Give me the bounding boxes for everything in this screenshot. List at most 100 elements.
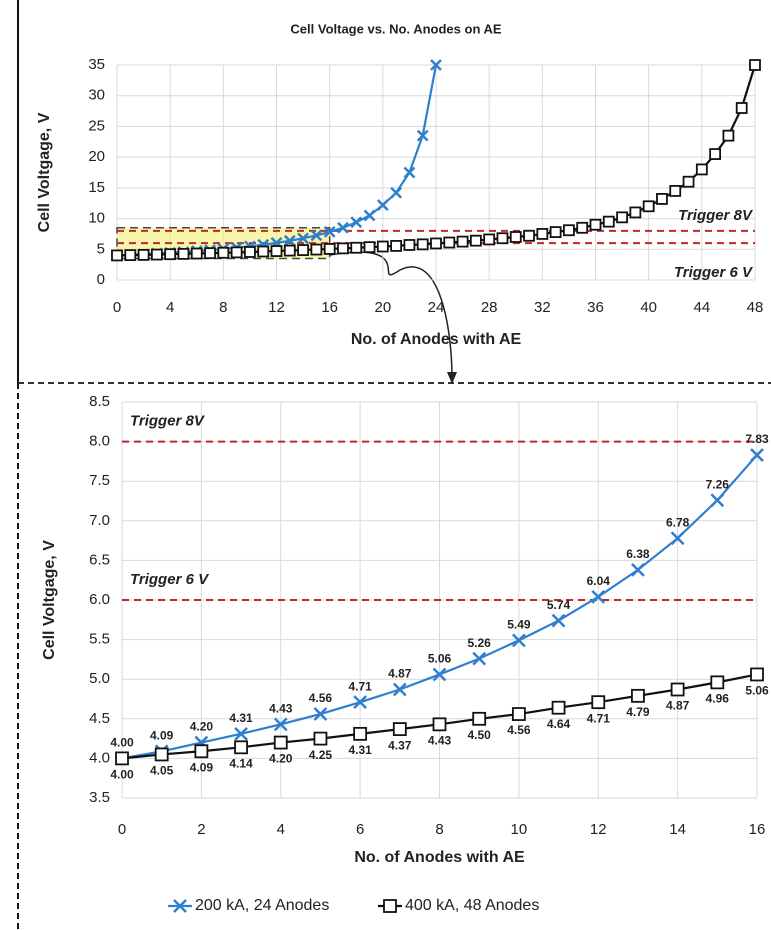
marker [591,695,606,710]
marker [337,242,349,255]
marker [591,589,606,604]
reference-label: Trigger 8V [130,413,206,430]
marker [383,899,397,913]
marker [313,707,328,721]
marker [376,199,389,211]
marker [323,243,336,255]
x-tick-label: 8 [219,299,227,316]
data-label: 6.04 [587,574,611,588]
marker [750,448,764,462]
data-label: 5.74 [547,598,571,612]
marker [416,129,429,142]
marker [190,247,203,260]
zoom-arrow [329,251,453,379]
data-label: 4.14 [229,756,253,770]
data-label: 4.31 [229,711,253,725]
x-tick-label: 32 [534,299,551,316]
marker [670,682,685,697]
x-tick-label: 16 [321,299,338,316]
y-tick-label: 8.5 [89,393,110,410]
marker [297,244,309,256]
y-tick-label: 10 [88,210,105,227]
y-tick-label: 35 [88,56,105,73]
marker [403,166,416,179]
y-tick-label: 0 [97,271,105,288]
marker [230,246,243,259]
x-tick-label: 48 [747,299,764,316]
marker [150,248,163,261]
data-label: 5.06 [428,652,452,666]
y-tick-label: 15 [88,179,105,196]
marker [669,185,682,197]
legend-label: 400 kA, 48 Anodes [405,897,539,914]
marker [551,700,566,715]
marker [323,226,336,238]
marker [270,245,283,257]
x-axis-label: No. of Anodes with AE [351,331,522,348]
marker [217,246,230,259]
marker [589,218,602,231]
marker [283,234,296,247]
data-label: 4.20 [190,720,214,734]
marker [682,175,695,188]
x-tick-label: 4 [277,821,285,838]
x-tick-label: 8 [435,821,443,838]
data-label: 5.49 [507,618,531,632]
marker [511,633,526,648]
y-axis-label: Cell Voltgage, V [36,112,53,232]
marker [164,248,177,261]
y-tick-label: 5.0 [89,670,110,687]
marker [656,193,668,205]
x-tick-label: 0 [118,821,126,838]
marker [642,200,655,213]
data-label: 4.43 [428,734,452,748]
data-label: 4.50 [468,728,492,742]
y-tick-label: 30 [88,87,105,104]
marker [456,235,469,248]
data-label: 4.05 [150,764,174,778]
marker [710,675,725,690]
marker [310,229,323,242]
marker [363,209,376,222]
marker [749,59,761,71]
data-label: 4.20 [269,752,293,766]
x-axis-label: No. of Anodes with AE [354,849,525,866]
y-tick-label: 6.0 [89,591,110,608]
marker [350,241,363,254]
marker [124,249,137,262]
marker [244,246,256,258]
marker [483,233,496,246]
marker [443,236,456,249]
y-tick-label: 8.0 [89,433,110,450]
marker [511,707,526,721]
y-tick-label: 4.5 [89,710,110,727]
marker [350,216,363,229]
marker [204,247,216,260]
x-tick-label: 44 [693,299,710,316]
marker [722,129,735,142]
data-label: 4.00 [110,768,134,782]
marker [403,239,416,251]
data-label: 6.38 [626,547,650,561]
marker [695,163,708,176]
x-tick-label: 0 [113,299,121,316]
marker [392,722,407,736]
data-label: 4.87 [388,667,412,681]
marker [376,240,389,253]
marker [549,226,562,238]
marker [310,243,323,256]
marker [353,695,368,710]
y-tick-label: 3.5 [89,789,110,806]
marker [257,245,270,258]
marker [472,651,487,666]
x-tick-label: 12 [268,299,285,316]
marker [337,221,349,234]
marker [283,244,296,257]
marker [631,563,645,577]
marker [137,248,150,261]
data-label: 4.64 [547,717,571,731]
marker [234,740,248,755]
marker [536,228,549,240]
zoom-arrowhead [447,372,457,384]
